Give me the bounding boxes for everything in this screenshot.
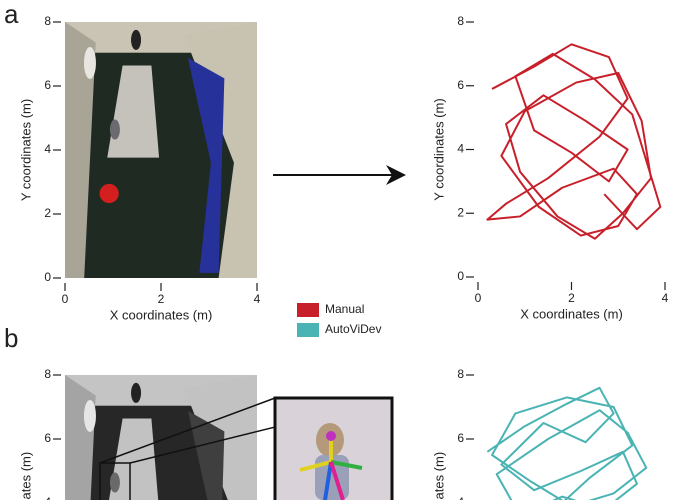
photo-padding [187, 57, 225, 273]
x-tick-label: 0 [475, 291, 482, 305]
chart: 0 2 4 6 8 0 2 4 X coordinates (m) Y coordinates (… [18, 14, 260, 322]
photo-person [83, 46, 96, 79]
photo-person [83, 399, 96, 432]
photo-wall [184, 22, 257, 278]
photo-person [131, 382, 142, 403]
y-tick-label: 4 [44, 142, 51, 156]
legend-swatch [297, 303, 319, 317]
y-tick-label: 6 [44, 431, 51, 445]
y-tick-label: 8 [44, 14, 51, 28]
y-tick-label: 4 [457, 142, 464, 156]
y-tick-label: 0 [44, 270, 51, 284]
y-tick-label: 8 [44, 367, 51, 381]
photo-wall [65, 375, 96, 500]
chart: 0 2 4 6 8 0 2 4 X coordinates (m) Y coordinates (… [431, 14, 668, 321]
legend: Manual AutoViDev [297, 302, 381, 337]
photo-padding [187, 410, 225, 500]
x-axis-label: X coordinates (m) [520, 306, 623, 321]
photo-ball [99, 183, 119, 204]
photo-mat [109, 418, 159, 500]
photo [65, 375, 257, 500]
photo-child [109, 472, 120, 493]
y-tick-label: 6 [457, 78, 464, 92]
x-tick-label: 4 [662, 291, 669, 305]
panel-letter: a [4, 0, 19, 29]
y-axis-label: Y coordinates (m) [18, 99, 33, 201]
y-tick-label: 8 [457, 367, 464, 381]
y-tick-label: 0 [457, 269, 464, 283]
y-axis-label: Y coordinates (m) [431, 452, 446, 500]
photo [65, 22, 257, 278]
legend-label: AutoViDev [325, 322, 381, 336]
y-tick-label: 8 [457, 14, 464, 28]
legend-label: Manual [325, 302, 364, 316]
zoom-inset [99, 396, 394, 500]
photo-wall [65, 22, 96, 278]
x-tick-label: 4 [254, 292, 261, 306]
x-tick-label: 2 [568, 291, 575, 305]
photo-person [131, 29, 142, 50]
trajectory [486, 43, 662, 240]
y-tick-label: 4 [457, 495, 464, 500]
legend-swatch [297, 323, 319, 337]
y-tick-label: 4 [44, 495, 51, 500]
x-tick-label: 0 [62, 292, 69, 306]
photo-child [109, 119, 120, 140]
y-tick-label: 6 [44, 78, 51, 92]
panel-letter: b [4, 323, 18, 353]
photo-mat [107, 65, 160, 158]
y-tick-label: 2 [457, 205, 464, 219]
y-tick-label: 6 [457, 431, 464, 445]
y-tick-label: 2 [44, 206, 51, 220]
y-axis-label: Y coordinates (m) [18, 452, 33, 500]
y-axis-label: Y coordinates (m) [431, 98, 446, 200]
trajectory [486, 386, 648, 500]
x-tick-label: 2 [158, 292, 165, 306]
x-axis-label: X coordinates (m) [110, 307, 213, 322]
